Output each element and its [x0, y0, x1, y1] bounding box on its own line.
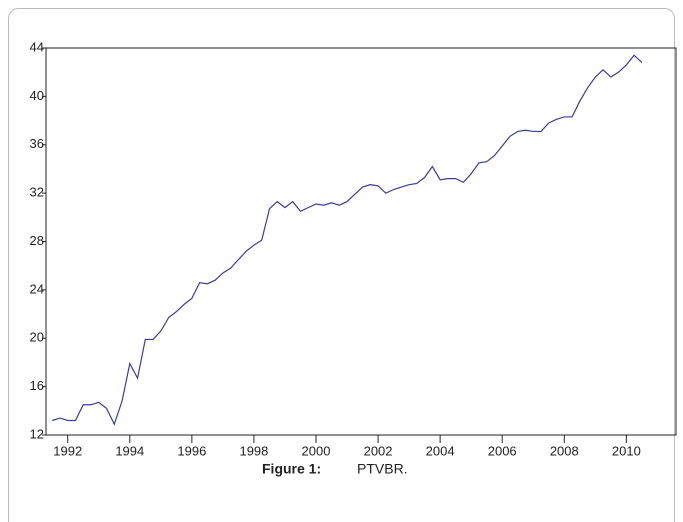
y-tick-label: 32	[30, 185, 44, 200]
border	[8, 8, 675, 522]
plot-frame	[45, 47, 677, 436]
x-tick-label: 1998	[239, 443, 268, 458]
x-tick-label: 2002	[364, 443, 393, 458]
y-tick-label: 12	[30, 426, 44, 441]
x-tick-label: 2010	[612, 443, 641, 458]
x-tick-label: 1996	[177, 443, 206, 458]
y-tick-label: 16	[30, 378, 44, 393]
data-line	[52, 54, 643, 426]
y-tick-label: 28	[30, 233, 44, 248]
x-tick-label: 1992	[53, 443, 82, 458]
x-tick-label: 1994	[115, 443, 144, 458]
x-tick-label: 2004	[426, 443, 455, 458]
x-tick-label: 2008	[550, 443, 579, 458]
y-tick-label: 40	[30, 88, 44, 103]
x-tick-label: 2006	[488, 443, 517, 458]
y-tick-label: 44	[30, 39, 44, 54]
y-tick-label: 20	[30, 330, 44, 345]
y-tick-label: 24	[30, 281, 44, 296]
y-tick-label: 36	[30, 136, 44, 151]
x-tick-label: 2000	[302, 443, 331, 458]
caption: PTVBR.	[357, 461, 408, 477]
caption-label: Figure 1:	[262, 461, 321, 477]
